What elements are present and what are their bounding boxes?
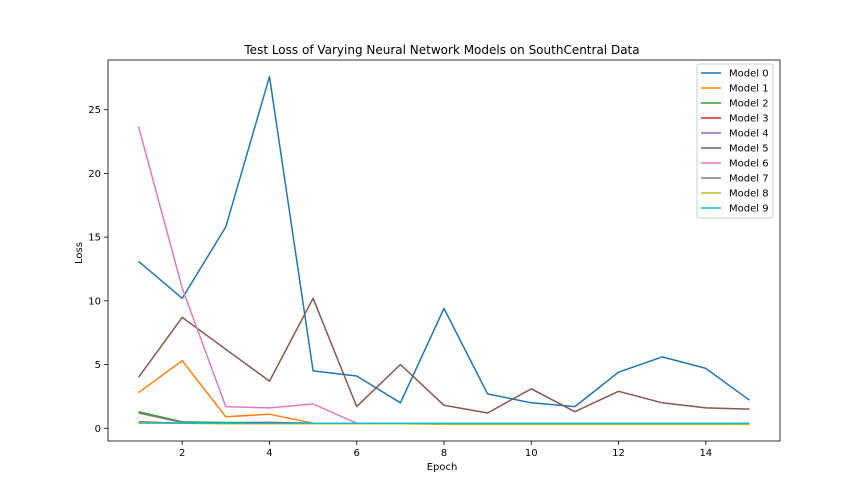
y-tick-label: 15 [88, 233, 101, 244]
legend-label: Model 7 [729, 174, 769, 185]
y-tick-label: 0 [95, 424, 101, 435]
legend-label: Model 3 [729, 114, 769, 125]
series-line-model-5 [137, 297, 750, 414]
x-tick-label: 6 [354, 448, 360, 459]
legend-label: Model 6 [729, 159, 769, 170]
legend-label: Model 5 [729, 144, 769, 155]
x-tick-label: 8 [441, 448, 447, 459]
chart-title: Test Loss of Varying Neural Network Mode… [243, 43, 639, 57]
x-tick-label: 14 [699, 448, 712, 459]
y-tick-label: 5 [95, 360, 101, 371]
series-line-model-1 [138, 359, 750, 425]
series-line-model-0 [138, 75, 750, 408]
series-line-model-2 [138, 410, 750, 424]
plot-frame [107, 59, 781, 442]
x-tick-label: 12 [612, 448, 625, 459]
y-tick-label: 20 [88, 169, 101, 180]
legend-label: Model 8 [729, 189, 769, 200]
x-tick-label: 4 [266, 448, 272, 459]
y-axis-title: Loss [74, 242, 85, 264]
x-tick-label: 2 [179, 448, 185, 459]
x-axis-title: Epoch [427, 462, 458, 473]
legend-label: Model 4 [729, 129, 769, 140]
plot-area: 2 4 6 8 10 12 14 0 5 10 15 20 25 [88, 59, 781, 459]
y-tick-label: 25 [88, 105, 101, 116]
series-line-model-6 [137, 126, 750, 425]
series-line-model-7 [138, 412, 750, 424]
series-line-model-9 [138, 421, 750, 424]
legend-label: Model 2 [729, 99, 769, 110]
legend-label: Model 1 [729, 84, 769, 95]
legend: Model 0 Model 1 Model 2 Model 3 Model 4 Model… [696, 63, 774, 219]
legend-label: Model 9 [729, 204, 769, 215]
x-tick-label: 10 [525, 448, 538, 459]
y-tick-label: 10 [88, 296, 101, 307]
legend-label: Model 0 [729, 69, 769, 80]
